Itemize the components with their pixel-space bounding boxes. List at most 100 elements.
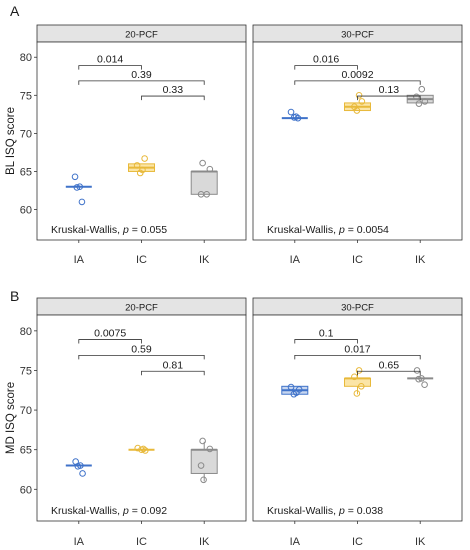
- data-point-IK: [418, 375, 425, 382]
- data-point-IK: [206, 165, 214, 173]
- data-point-IA: [294, 114, 302, 122]
- bracket-p-value: 0.014: [97, 54, 123, 66]
- kruskal-wallis-label: Kruskal-Wallis, p = 0.055: [51, 224, 167, 236]
- kw-text-part: = 0.055: [129, 224, 167, 236]
- kw-text-part: Kruskal-Wallis,: [267, 505, 339, 517]
- x-tick-label: IC: [352, 254, 363, 266]
- data-point-IK: [206, 445, 214, 453]
- bracket-p-value: 0.39: [131, 69, 152, 81]
- data-point-IC: [355, 92, 363, 99]
- kw-text-part: = 0.092: [129, 505, 167, 517]
- data-point-IC: [136, 169, 144, 177]
- bracket-p-value: 0.33: [163, 84, 184, 96]
- comparison-bracket: 0.65: [357, 359, 421, 376]
- comparison-bracket: 0.017: [294, 343, 421, 360]
- data-point-IK: [421, 98, 429, 105]
- comparison-bracket: 0.13: [357, 84, 421, 101]
- data-point-IC: [353, 107, 361, 114]
- x-tick-label: IK: [199, 254, 210, 266]
- comparison-bracket: 0.39: [78, 69, 205, 85]
- y-tick-label: 75: [20, 365, 32, 377]
- data-point-IC: [141, 155, 148, 162]
- data-point-IK: [421, 381, 428, 389]
- bracket-line: [357, 370, 421, 376]
- kw-text-part: Kruskal-Wallis,: [267, 224, 339, 236]
- panel-letter: B: [10, 288, 19, 304]
- data-point-IK: [199, 159, 206, 167]
- x-tick-label: IA: [74, 536, 85, 548]
- data-point-IK: [413, 93, 420, 101]
- data-point-IA: [79, 470, 86, 477]
- data-point-IA: [74, 463, 82, 470]
- bracket-p-value: 0.59: [131, 343, 152, 355]
- bracket-line: [78, 355, 205, 360]
- bracket-p-value: 0.017: [344, 343, 370, 355]
- bracket-line: [357, 95, 421, 101]
- x-tick-label: IC: [352, 536, 363, 548]
- facet-20-PCF: 20-PCF 0.0075 0.59 0.81 Kruskal-Wallis, p = …: [36, 297, 247, 548]
- bracket-p-value: 0.65: [379, 359, 400, 371]
- x-tick-label: IK: [199, 536, 210, 548]
- y-axis-title: MD ISQ score: [5, 382, 17, 454]
- comparison-bracket: 0.016: [294, 54, 358, 70]
- y-tick-label: 60: [20, 205, 32, 217]
- data-point-IC: [351, 373, 358, 381]
- bracket-p-value: 0.13: [379, 84, 400, 96]
- data-point-IC: [355, 367, 363, 374]
- facet-20-PCF: 20-PCF 0.014 0.39 0.33 Kruskal-Wallis, p = 0…: [36, 24, 247, 266]
- box-iqr: [190, 170, 218, 195]
- plot-area: [36, 41, 247, 241]
- bracket-line: [78, 80, 205, 85]
- bracket-line: [78, 65, 142, 70]
- bracket-line: [141, 370, 205, 376]
- y-tick-label: 65: [20, 166, 32, 178]
- facet-strip-label: 30-PCF: [341, 30, 374, 41]
- data-point-IA: [287, 383, 295, 391]
- box-IK: [190, 170, 218, 195]
- plot-area: [36, 314, 247, 522]
- kw-text-part: p: [122, 505, 129, 517]
- kw-text-part: p: [338, 505, 345, 517]
- y-axis-title: BL ISQ score: [5, 107, 17, 175]
- data-point-IK: [415, 100, 423, 107]
- data-point-IA: [73, 184, 81, 191]
- comparison-bracket: 0.0092: [294, 69, 421, 85]
- data-point-IK: [415, 375, 422, 383]
- x-tick-label: IK: [415, 254, 426, 266]
- bracket-line: [294, 355, 421, 360]
- data-point-IC: [133, 162, 141, 169]
- bracket-line: [78, 339, 142, 344]
- data-point-IA: [287, 108, 295, 116]
- box-iqr: [344, 377, 371, 387]
- plot-area: [252, 314, 463, 522]
- bracket-line: [294, 339, 358, 344]
- kw-text-part: = 0.038: [345, 505, 383, 517]
- bracket-line: [141, 95, 205, 101]
- y-tick-label: 80: [20, 52, 32, 64]
- panel-letter: A: [10, 3, 20, 19]
- facet-strip-label: 20-PCF: [125, 30, 158, 41]
- bracket-p-value: 0.1: [319, 328, 334, 340]
- x-tick-label: IA: [290, 536, 301, 548]
- data-point-IA: [78, 198, 86, 206]
- kw-text-part: p: [338, 224, 345, 236]
- data-point-IK: [199, 437, 206, 445]
- data-point-IK: [413, 367, 421, 374]
- y-tick-label: 80: [20, 326, 32, 338]
- comparison-bracket: 0.33: [141, 84, 205, 101]
- data-point-IC: [353, 390, 361, 397]
- data-point-IC: [357, 383, 365, 390]
- x-tick-label: IC: [136, 536, 147, 548]
- data-point-IC: [141, 447, 149, 454]
- kruskal-wallis-label: Kruskal-Wallis, p = 0.092: [51, 505, 167, 517]
- data-point-IK: [200, 476, 207, 484]
- kw-text-part: Kruskal-Wallis,: [51, 224, 123, 236]
- kw-text-part: Kruskal-Wallis,: [51, 505, 123, 517]
- comparison-bracket: 0.014: [78, 54, 142, 70]
- data-point-IA: [290, 114, 298, 121]
- data-point-IA: [76, 183, 84, 190]
- box-iqr: [190, 449, 218, 474]
- x-tick-label: IC: [136, 254, 147, 266]
- data-point-IK: [203, 191, 211, 198]
